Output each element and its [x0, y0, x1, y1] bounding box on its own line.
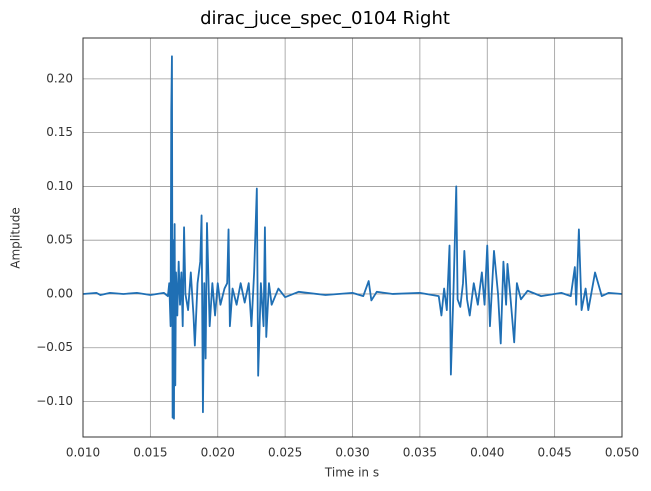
plot-frame	[82, 37, 623, 438]
x-tick-label: 0.035	[403, 446, 437, 460]
y-tick-label: 0.05	[46, 233, 73, 247]
x-tick-label: 0.020	[201, 446, 235, 460]
x-tick-label: 0.015	[133, 446, 167, 460]
y-tick-label: −0.05	[36, 340, 73, 354]
chart-title: dirac_juce_spec_0104 Right	[200, 8, 450, 29]
waveform-line	[82, 55, 623, 420]
y-tick-label: −0.10	[36, 394, 73, 408]
x-tick-label: 0.050	[605, 446, 639, 460]
plot-area	[82, 55, 623, 420]
x-tick-label: 0.025	[268, 446, 302, 460]
y-tick-label: 0.10	[46, 179, 73, 193]
x-tick-label: 0.010	[66, 446, 100, 460]
x-tick-label: 0.045	[537, 446, 571, 460]
y-tick-label: 0.00	[46, 286, 73, 300]
y-tick-label: 0.20	[46, 71, 73, 85]
y-axis-label: Amplitude	[9, 207, 23, 269]
x-tick-label: 0.040	[470, 446, 504, 460]
x-tick-label: 0.030	[335, 446, 369, 460]
y-tick-label: 0.15	[46, 125, 73, 139]
x-axis-label: Time in s	[324, 466, 379, 480]
grid	[82, 38, 623, 437]
